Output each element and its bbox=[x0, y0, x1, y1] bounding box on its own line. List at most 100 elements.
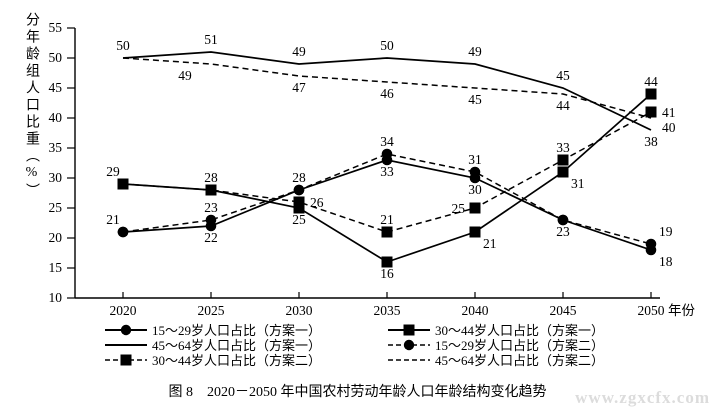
data-point-label: 31 bbox=[468, 152, 482, 167]
data-point-label: 51 bbox=[204, 32, 218, 47]
legend-item-5: 45～64岁人口占比（方案二） bbox=[387, 352, 670, 368]
data-point-label: 45 bbox=[556, 68, 570, 83]
chart-legend: 15～29岁人口占比（方案一） 30～44岁人口占比（方案一） 45～64岁人口占比… bbox=[104, 322, 715, 368]
legend-item-2: 45～64岁人口占比（方案一） bbox=[104, 337, 387, 353]
data-point-marker bbox=[645, 88, 657, 100]
data-point-marker bbox=[381, 148, 393, 160]
data-point-marker bbox=[205, 184, 217, 196]
data-point-label: 18 bbox=[659, 254, 673, 269]
watermark-text: www.zgxcfx.com bbox=[575, 388, 710, 407]
data-point-label: 38 bbox=[644, 134, 658, 149]
x-axis-title: 年份 bbox=[668, 303, 696, 318]
data-point-label: 49 bbox=[178, 68, 192, 83]
data-point-marker bbox=[117, 178, 129, 190]
data-point-marker bbox=[117, 226, 129, 238]
legend-marker-icon bbox=[388, 324, 430, 335]
data-point-label: 46 bbox=[380, 86, 394, 101]
legend-marker-icon bbox=[388, 358, 430, 361]
x-tick-label: 2025 bbox=[198, 303, 225, 318]
legend-item-4: 30～44岁人口占比（方案二） bbox=[104, 352, 387, 368]
y-tick-label: 35 bbox=[49, 140, 63, 155]
data-point-label: 29 bbox=[106, 164, 120, 179]
data-point-label: 28 bbox=[292, 170, 306, 185]
y-axis-title: 分年龄组人口比重（%） bbox=[24, 12, 39, 200]
x-tick-label: 2050 bbox=[638, 303, 665, 318]
data-point-label: 21 bbox=[483, 236, 497, 251]
data-point-label: 21 bbox=[380, 212, 394, 227]
legend-label: 45～64岁人口占比（方案二） bbox=[435, 353, 605, 368]
y-tick-label: 50 bbox=[49, 50, 63, 65]
data-point-marker bbox=[645, 238, 657, 250]
legend-label: 30～44岁人口占比（方案一） bbox=[435, 323, 605, 338]
data-point-label: 49 bbox=[292, 44, 306, 59]
data-point-marker bbox=[469, 166, 481, 178]
data-point-marker bbox=[293, 196, 305, 208]
y-tick-label: 25 bbox=[49, 200, 63, 215]
legend-label: 15～29岁人口占比（方案二） bbox=[435, 338, 605, 353]
data-point-label: 25 bbox=[292, 212, 306, 227]
data-point-marker bbox=[645, 106, 657, 118]
legend-marker-icon bbox=[105, 324, 147, 335]
x-tick-label: 2035 bbox=[374, 303, 401, 318]
y-tick-label: 10 bbox=[49, 290, 63, 305]
data-point-label: 23 bbox=[204, 200, 218, 215]
legend-label: 15～29岁人口占比（方案一） bbox=[152, 323, 322, 338]
data-point-label: 44 bbox=[556, 98, 570, 113]
data-point-label: 50 bbox=[380, 38, 394, 53]
data-point-label: 31 bbox=[571, 176, 585, 191]
legend-marker-icon bbox=[105, 343, 147, 346]
data-point-marker bbox=[293, 184, 305, 196]
data-point-label: 47 bbox=[292, 80, 306, 95]
data-point-label: 41 bbox=[662, 105, 676, 120]
chart-area: 分年龄组人口比重（%） 10 15 20 25 30 35 40 45 50 55 2020 2025… bbox=[24, 12, 696, 318]
data-point-label: 25 bbox=[452, 201, 466, 216]
legend-item-1: 30～44岁人口占比（方案一） bbox=[387, 322, 670, 338]
data-point-label: 49 bbox=[468, 44, 482, 59]
data-point-label: 33 bbox=[380, 164, 394, 179]
data-point-label: 30 bbox=[468, 182, 482, 197]
data-point-marker bbox=[557, 214, 569, 226]
data-point-marker bbox=[293, 202, 305, 214]
data-point-label: 19 bbox=[659, 224, 673, 239]
x-tick-label: 2045 bbox=[550, 303, 577, 318]
data-point-label: 45 bbox=[468, 92, 482, 107]
data-point-label: 28 bbox=[204, 170, 218, 185]
y-tick-label: 45 bbox=[49, 80, 63, 95]
data-point-label: 16 bbox=[380, 266, 394, 281]
legend-marker-icon bbox=[105, 354, 147, 365]
data-point-marker bbox=[205, 214, 217, 226]
figure-caption: 图 8 2020－2050 年中国农村劳动年龄人口年龄结构变化趋势 bbox=[168, 385, 547, 400]
data-point-marker bbox=[557, 166, 569, 178]
series-line-2 bbox=[122, 51, 652, 131]
x-tick-label: 2030 bbox=[286, 303, 313, 318]
data-point-label: 50 bbox=[116, 38, 130, 53]
y-tick-label: 40 bbox=[49, 110, 63, 125]
data-point-marker bbox=[469, 202, 481, 214]
data-point-marker bbox=[381, 226, 393, 238]
legend-label: 45～64岁人口占比（方案一） bbox=[152, 338, 322, 353]
legend-item-0: 15～29岁人口占比（方案一） bbox=[104, 322, 387, 338]
data-point-label: 22 bbox=[204, 230, 218, 245]
y-tick-label: 55 bbox=[49, 20, 63, 35]
data-point-label: 40 bbox=[662, 120, 676, 135]
legend-item-3: 15～29岁人口占比（方案二） bbox=[387, 337, 670, 353]
data-point-label: 34 bbox=[380, 134, 394, 149]
data-point-label: 33 bbox=[556, 140, 570, 155]
data-point-label: 21 bbox=[106, 212, 120, 227]
series-line-5 bbox=[122, 57, 652, 119]
y-tick-label: 15 bbox=[49, 260, 63, 275]
legend-label: 30～44岁人口占比（方案二） bbox=[152, 353, 322, 368]
data-point-marker bbox=[469, 226, 481, 238]
data-point-marker bbox=[381, 256, 393, 268]
data-point-label: 44 bbox=[644, 74, 658, 89]
data-point-label: 23 bbox=[556, 224, 570, 239]
x-tick-label: 2020 bbox=[110, 303, 137, 318]
y-tick-label: 20 bbox=[49, 230, 63, 245]
x-tick-label: 2040 bbox=[462, 303, 489, 318]
y-tick-label: 30 bbox=[49, 170, 63, 185]
legend-marker-icon bbox=[388, 339, 430, 350]
data-point-label: 26 bbox=[310, 195, 324, 210]
data-point-marker bbox=[557, 154, 569, 166]
